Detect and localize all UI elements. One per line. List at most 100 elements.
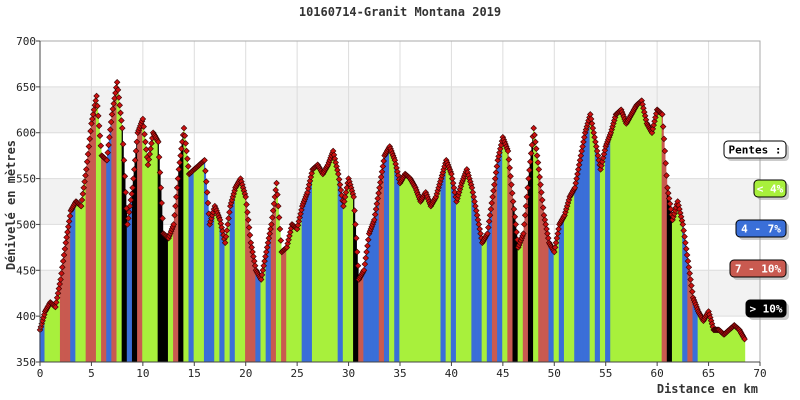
elevation-bar xyxy=(114,92,117,362)
elevation-bar xyxy=(147,164,149,362)
elevation-bar xyxy=(80,206,82,362)
elevation-bar xyxy=(443,166,446,362)
elevation-bar xyxy=(547,238,549,362)
elevation-bar xyxy=(382,166,384,362)
elevation-bar xyxy=(606,141,609,362)
elevation-bar xyxy=(394,160,396,362)
elevation-bar xyxy=(524,215,526,362)
elevation-bar xyxy=(76,202,78,362)
elevation-point xyxy=(265,234,273,242)
elevation-bar xyxy=(99,135,101,362)
elevation-bar xyxy=(132,178,135,362)
slope-legend: Pentes : < 4% 4 - 7% 7 - 10% > 10% xyxy=(723,140,789,320)
x-tick-label: 35 xyxy=(393,367,406,380)
elevation-bar xyxy=(121,128,123,362)
elevation-point xyxy=(243,201,250,208)
elevation-bar xyxy=(608,137,610,362)
elevation-bar xyxy=(43,314,45,362)
elevation-point xyxy=(157,184,165,191)
elevation-bar xyxy=(152,132,154,362)
elevation-bar xyxy=(544,219,546,362)
elevation-bar xyxy=(548,242,550,362)
elevation-bar xyxy=(683,230,685,362)
elevation-bar xyxy=(483,239,485,362)
elevation-bar xyxy=(383,160,385,362)
elevation-bar xyxy=(387,149,389,362)
elevation-point xyxy=(86,135,93,143)
elevation-bar xyxy=(667,193,669,362)
elevation-point xyxy=(142,138,149,146)
elevation-bar xyxy=(163,234,165,362)
elevation-bar xyxy=(430,206,432,362)
elevation-bar xyxy=(323,170,326,362)
elevation-bar xyxy=(116,82,118,363)
x-tick-label: 25 xyxy=(291,367,304,380)
elevation-bar xyxy=(306,192,309,362)
elevation-point xyxy=(53,299,60,306)
elevation-point xyxy=(125,215,132,222)
elevation-bar xyxy=(85,169,87,362)
elevation-bar xyxy=(729,329,731,362)
elevation-bar xyxy=(715,329,717,362)
elevation-point xyxy=(337,186,345,194)
elevation-bar xyxy=(271,217,273,362)
elevation-bar xyxy=(643,112,645,362)
elevation-bar xyxy=(395,164,397,362)
elevation-bar xyxy=(143,126,145,362)
elevation-bar xyxy=(341,200,344,362)
elevation-point xyxy=(269,214,276,221)
elevation-bar xyxy=(512,201,514,362)
elevation-point xyxy=(108,111,116,118)
elevation-bar xyxy=(171,229,173,362)
elevation-bar xyxy=(541,199,543,362)
elevation-bar xyxy=(365,258,367,362)
elevation-bar xyxy=(720,332,723,362)
elevation-point xyxy=(113,79,121,86)
elevation-bar xyxy=(69,216,71,362)
elevation-bar xyxy=(740,332,742,362)
elevation-bar xyxy=(529,161,531,362)
elevation-bar xyxy=(625,123,627,363)
elevation-bar xyxy=(531,144,533,362)
elevation-point xyxy=(594,152,602,159)
elevation-point xyxy=(342,189,350,196)
elevation-bar xyxy=(660,113,663,362)
x-tick-label: 40 xyxy=(445,367,458,380)
elevation-bar xyxy=(126,224,129,362)
elevation-bar xyxy=(419,199,421,362)
elevation-point xyxy=(542,221,549,228)
elevation-bar xyxy=(53,305,55,362)
elevation-point xyxy=(470,193,477,201)
elevation-point xyxy=(104,149,111,156)
elevation-bar xyxy=(249,235,251,362)
elevation-bar xyxy=(102,157,105,362)
elevation-point xyxy=(469,189,477,196)
elevation-bar xyxy=(41,320,44,362)
elevation-bar xyxy=(646,123,648,363)
elevation-point xyxy=(687,276,694,283)
elevation-point xyxy=(487,205,495,213)
elevation-bar xyxy=(492,190,495,362)
elevation-point xyxy=(251,262,259,269)
elevation-bar xyxy=(550,245,552,362)
elevation-point xyxy=(664,184,671,191)
elevation-bar xyxy=(219,219,221,362)
elevation-bar xyxy=(549,244,551,362)
elevation-bar xyxy=(379,182,381,362)
elevation-point xyxy=(181,132,189,140)
elevation-bar xyxy=(101,155,103,362)
elevation-bar xyxy=(203,160,205,362)
elevation-point xyxy=(147,145,154,153)
elevation-bar xyxy=(144,141,147,362)
elevation-bar xyxy=(226,230,228,362)
elevation-point xyxy=(140,123,147,130)
elevation-point xyxy=(352,221,359,228)
elevation-bar xyxy=(309,180,311,362)
elevation-point xyxy=(488,199,495,207)
elevation-bar xyxy=(344,196,346,362)
elevation-point xyxy=(527,158,534,166)
elevation-point xyxy=(267,225,274,233)
elevation-bar xyxy=(376,203,378,362)
elevation-point xyxy=(360,267,368,274)
elevation-point xyxy=(341,198,348,205)
